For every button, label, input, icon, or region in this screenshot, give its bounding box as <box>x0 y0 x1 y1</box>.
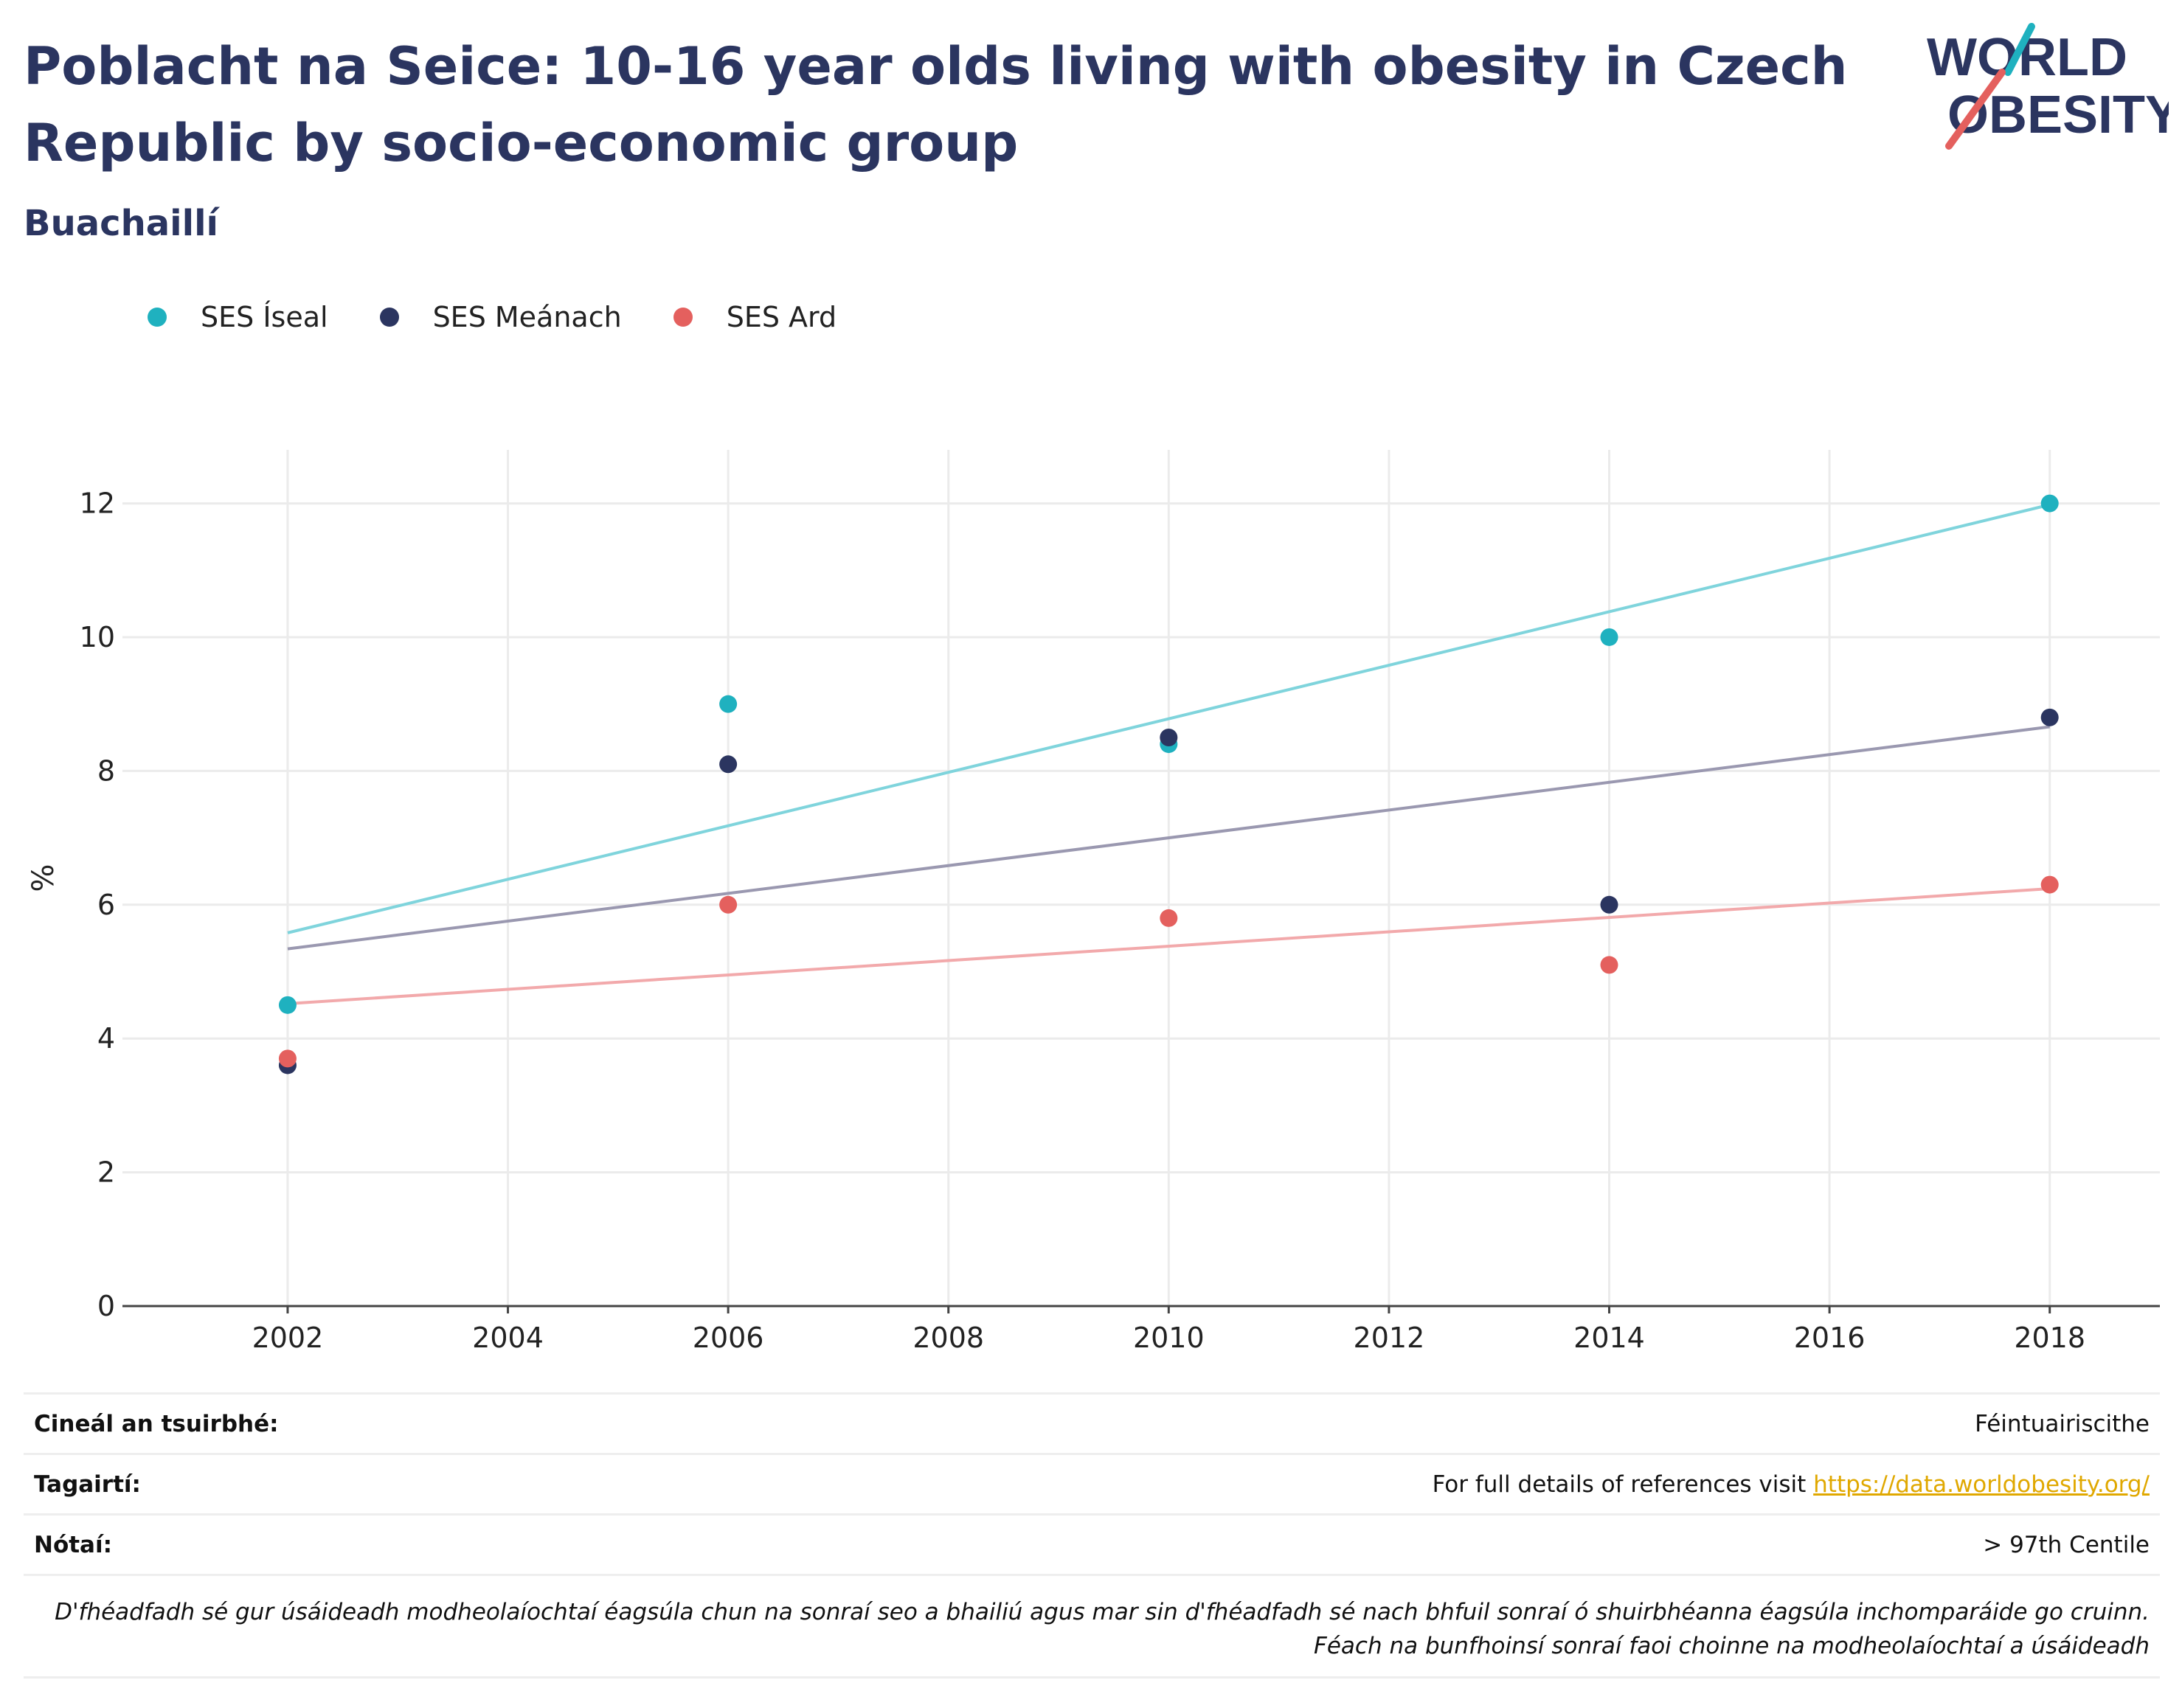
legend-marker <box>673 308 693 327</box>
y-tick-label: 6 <box>97 889 115 921</box>
data-point <box>1600 628 1618 646</box>
legend-marker <box>379 308 399 327</box>
disclaimer-line-1: D'fhéadfadh sé gur úsáideadh modheolaíoc… <box>55 1599 2150 1625</box>
legend-marker <box>148 308 167 327</box>
survey-type-row: Cineál an tsuirbhé: Féintuairiscithe <box>24 1392 2160 1453</box>
data-point <box>1160 729 1178 747</box>
legend-item-ses-meanach[interactable]: SES Meánach <box>379 301 622 333</box>
x-tick-label: 2004 <box>472 1322 544 1354</box>
x-tick-label: 2002 <box>252 1322 324 1354</box>
logo-slash-red <box>1945 69 2006 150</box>
y-axis-label: % <box>27 864 60 892</box>
legend: SES Íseal SES Meánach SES Ard <box>148 295 888 339</box>
references-value: For full details of references visit htt… <box>1433 1471 2150 1498</box>
chart-title: Poblacht na Seice: 10-16 year olds livin… <box>24 36 1848 173</box>
legend-item-ses-ard[interactable]: SES Ard <box>673 301 837 333</box>
legend-label: SES Ard <box>726 301 837 333</box>
references-text: For full details of references visit <box>1432 1471 1807 1498</box>
logo-slash-teal <box>2004 23 2035 76</box>
data-point <box>719 895 738 914</box>
methodology-disclaimer: D'fhéadfadh sé gur úsáideadh modheolaíoc… <box>24 1574 2160 1679</box>
legend-label: SES Íseal <box>201 301 328 333</box>
y-tick-label: 8 <box>97 754 115 787</box>
x-tick-label: 2008 <box>912 1322 984 1354</box>
x-tick-label: 2018 <box>2014 1322 2085 1354</box>
references-row: Tagairtí: For full details of references… <box>24 1453 2160 1513</box>
data-point <box>719 755 738 774</box>
x-tick-label: 2014 <box>1573 1322 1645 1354</box>
x-tick-label: 2010 <box>1133 1322 1205 1354</box>
y-tick-label: 4 <box>97 1022 115 1055</box>
data-point <box>2040 875 2059 894</box>
y-tick-label: 10 <box>80 621 115 653</box>
trend-line <box>287 725 2050 951</box>
data-point <box>2040 708 2059 726</box>
y-tick-label: 0 <box>97 1290 115 1322</box>
notes-value: > 97th Centile <box>1983 1531 2150 1558</box>
references-label: Tagairtí: <box>34 1471 141 1498</box>
disclaimer-line-2: Féach na bunfhoinsí sonraí faoi choinne … <box>1314 1633 2150 1659</box>
y-tick-label: 2 <box>97 1156 115 1189</box>
trend-line <box>287 887 2050 1006</box>
chart-subtitle: Buachaillí <box>24 203 218 244</box>
notes-label: Nótaí: <box>34 1531 113 1558</box>
data-point <box>2040 494 2059 513</box>
logo-text-obesity: OBESITY <box>1947 86 2169 145</box>
data-point <box>1600 956 1618 974</box>
data-point <box>1160 909 1178 927</box>
legend-label: SES Meánach <box>432 301 622 333</box>
x-tick-label: 2006 <box>693 1322 764 1354</box>
x-tick-label: 2012 <box>1354 1322 1425 1354</box>
data-point <box>1600 895 1618 914</box>
references-link[interactable]: https://data.worldobesity.org/ <box>1813 1471 2150 1498</box>
legend-item-ses-iseal[interactable]: SES Íseal <box>148 301 328 333</box>
notes-row: Nótaí: > 97th Centile <box>24 1513 2160 1574</box>
survey-type-label: Cineál an tsuirbhé: <box>34 1410 279 1437</box>
data-point <box>719 695 738 713</box>
data-point <box>278 996 297 1014</box>
x-tick-label: 2016 <box>1794 1322 1866 1354</box>
data-point <box>278 1049 297 1068</box>
survey-type-value: Féintuairiscithe <box>1975 1410 2150 1437</box>
info-table: Cineál an tsuirbhé: Féintuairiscithe Tag… <box>24 1392 2160 1679</box>
trend-line <box>287 503 2051 934</box>
y-tick-label: 12 <box>80 487 115 520</box>
scatter-chart: 0 2 4 6 8 10 12 2002 2004 2006 2008 2010 2012 2014 201… <box>27 450 2160 1354</box>
world-obesity-logo: WORLD OBESITY <box>1927 23 2169 150</box>
